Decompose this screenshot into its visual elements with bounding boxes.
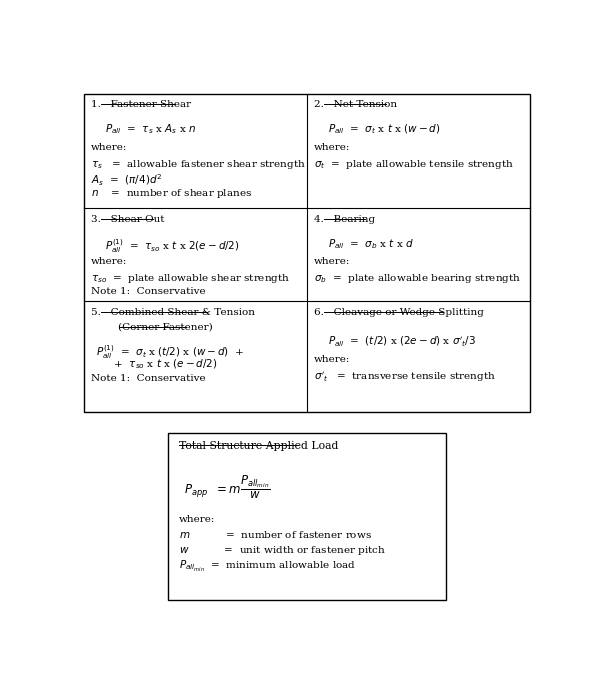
Text: $\tau_s$   =  allowable fastener shear strength: $\tau_s$ = allowable fastener shear stre… — [91, 158, 306, 171]
Text: $P_{all_{min}}$  =  minimum allowable load: $P_{all_{min}}$ = minimum allowable load — [179, 559, 356, 574]
Text: Note 1:  Conservative: Note 1: Conservative — [91, 374, 205, 383]
Bar — [168, 433, 446, 600]
Text: $P_{all}$  =  $\sigma_b$ x $t$ x $d$: $P_{all}$ = $\sigma_b$ x $t$ x $d$ — [328, 237, 414, 251]
Text: $P_{app}$  $= m\dfrac{P_{all_{min}}}{w}$: $P_{app}$ $= m\dfrac{P_{all_{min}}}{w}$ — [184, 473, 270, 501]
Text: Note 1:  Conservative: Note 1: Conservative — [91, 287, 205, 296]
Text: $P_{all}^{(1)}$  =  $\sigma_t$ x $(t/2)$ x $(w - d)$  +: $P_{all}^{(1)}$ = $\sigma_t$ x $(t/2)$ x… — [96, 343, 244, 361]
Text: $A_s$  =  $(\pi/4)d^2$: $A_s$ = $(\pi/4)d^2$ — [91, 173, 162, 188]
Text: 6.   Cleavage or Wedge Splitting: 6. Cleavage or Wedge Splitting — [314, 308, 484, 316]
Text: where:: where: — [179, 514, 216, 524]
Text: +  $\tau_{so}$ x $t$ x $(e - d/2)$: + $\tau_{so}$ x $t$ x $(e - d/2)$ — [107, 358, 217, 371]
Text: where:: where: — [314, 355, 350, 364]
Text: (Corner Fastener): (Corner Fastener) — [105, 323, 213, 332]
Text: where:: where: — [91, 143, 128, 152]
Text: 5.   Combined Shear & Tension: 5. Combined Shear & Tension — [91, 308, 255, 316]
Text: $P_{all}$  =  $\sigma_t$ x $t$ x $(w - d)$: $P_{all}$ = $\sigma_t$ x $t$ x $(w - d)$ — [328, 123, 440, 136]
Text: 2.   Net Tension: 2. Net Tension — [314, 100, 397, 109]
Text: $P_{all}$  =  $\tau_s$ x $A_s$ x $n$: $P_{all}$ = $\tau_s$ x $A_s$ x $n$ — [105, 123, 196, 136]
Text: $\sigma'_t$   =  transverse tensile strength: $\sigma'_t$ = transverse tensile strengt… — [314, 370, 496, 384]
Text: $\sigma_b$  =  plate allowable bearing strength: $\sigma_b$ = plate allowable bearing str… — [314, 272, 521, 285]
Text: Total Structure Applied Load: Total Structure Applied Load — [179, 441, 338, 451]
Text: $m$           =  number of fastener rows: $m$ = number of fastener rows — [179, 530, 373, 540]
Text: where:: where: — [91, 258, 128, 266]
Text: $P_{all}$  =  $(t/2)$ x $(2e - d)$ x $\sigma'_t/3$: $P_{all}$ = $(t/2)$ x $(2e - d)$ x $\sig… — [328, 334, 476, 348]
Text: $\sigma_t$  =  plate allowable tensile strength: $\sigma_t$ = plate allowable tensile str… — [314, 158, 514, 171]
Text: $\tau_{so}$  =  plate allowable shear strength: $\tau_{so}$ = plate allowable shear stre… — [91, 272, 290, 285]
Text: 3.   Shear Out: 3. Shear Out — [91, 214, 165, 223]
Text: $n$    =  number of shear planes: $n$ = number of shear planes — [91, 187, 252, 200]
Text: where:: where: — [314, 143, 350, 152]
Text: 4.   Bearing: 4. Bearing — [314, 214, 375, 223]
Bar — [84, 94, 530, 412]
Text: $P_{all}^{(1)}$  =  $\tau_{so}$ x $t$ x $2(e - d/2)$: $P_{all}^{(1)}$ = $\tau_{so}$ x $t$ x $2… — [105, 237, 240, 255]
Text: $w$           =  unit width or fastener pitch: $w$ = unit width or fastener pitch — [179, 545, 386, 557]
Text: where:: where: — [314, 258, 350, 266]
Text: 1.   Fastener Shear: 1. Fastener Shear — [91, 100, 191, 109]
